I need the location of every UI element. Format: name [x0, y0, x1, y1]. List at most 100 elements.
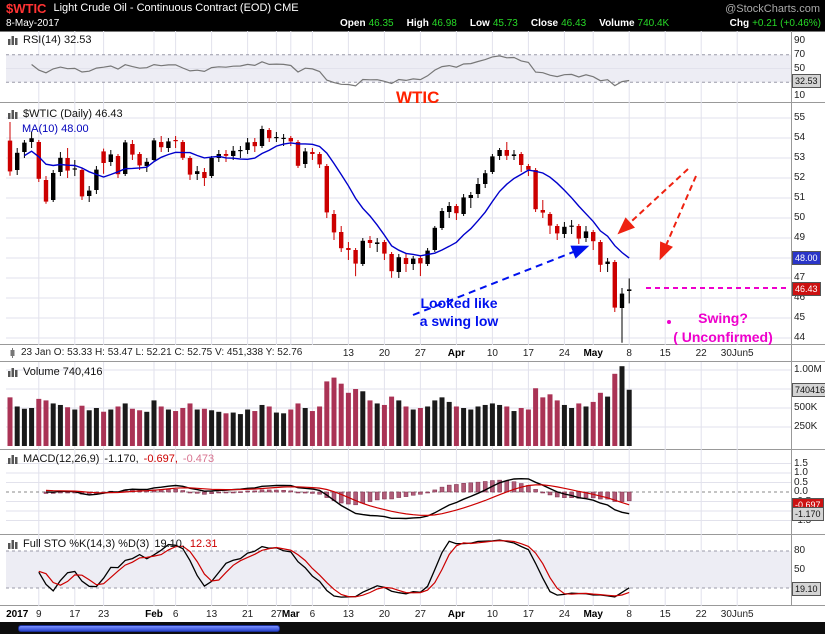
volume-legend: Volume 740,416: [8, 366, 103, 378]
x-axis-label: 13: [342, 609, 354, 620]
x-axis-label: 10: [486, 348, 498, 359]
x-axis-label: 22: [695, 348, 707, 359]
axis-tick: 0.5: [794, 476, 808, 488]
axis-tick: 55: [794, 112, 806, 123]
ohlc-info-bar: 23 Jan O: 53.33 H: 53.47 L: 52.21 C: 52.…: [9, 347, 302, 358]
x-axis-label: 27: [414, 609, 426, 620]
sto-value-d: 12.31: [189, 538, 218, 550]
footer-scrollbar[interactable]: [18, 625, 280, 632]
x-axis-label: 20: [378, 609, 390, 620]
rsi-legend-text: RSI(14) 32.53: [23, 34, 92, 46]
axis-value-box: 32.53: [792, 73, 821, 88]
x-axis-label: 23: [98, 609, 110, 620]
ohlc-info-text: 23 Jan O: 53.33 H: 53.47 L: 52.21 C: 52.…: [21, 347, 303, 358]
chart-title: Light Crude Oil - Continuous Contract (E…: [53, 2, 299, 14]
axis-tick: 250K: [794, 421, 818, 432]
x-axis-label: 22: [695, 609, 707, 620]
panel-chart-icon[interactable]: [8, 109, 18, 119]
price-legend-text: $WTIC (Daily) 46.43: [23, 108, 123, 120]
macd-value-signal: -0.697,: [143, 453, 178, 465]
axis-tick: 44: [794, 332, 806, 343]
axis-value-box: 740416: [792, 382, 825, 397]
quote-volume: Volume 740.4K: [599, 18, 670, 29]
axis-tick: 500K: [794, 402, 818, 413]
x-axis-label: 17: [522, 348, 534, 359]
axis-tick: 54: [794, 132, 806, 143]
x-axis-label: 15: [659, 609, 671, 620]
chart-date: 8-May-2017: [6, 18, 60, 29]
axis-tick: 70: [794, 48, 806, 60]
x-axis-label: 24: [558, 348, 570, 359]
axis-tick: 1.00M: [794, 364, 822, 375]
axis-value-box: 46.43: [792, 282, 821, 297]
ticker-symbol[interactable]: $WTIC: [6, 1, 47, 16]
x-axis-label: 30Jun5: [720, 348, 754, 359]
sto-value-k: 19.10,: [154, 538, 185, 550]
x-axis-label: 6: [309, 609, 316, 620]
price-axis-divider: [791, 31, 792, 606]
price-legend: $WTIC (Daily) 46.43: [8, 108, 123, 120]
axis-tick: 0.0: [794, 486, 808, 497]
quote-open: Open 46.35: [340, 18, 394, 29]
x-axis-label: 30Jun5: [720, 609, 754, 620]
volume-panel: [0, 362, 825, 450]
x-axis-label: May: [583, 609, 603, 620]
axis-tick: 47: [794, 272, 806, 283]
volume-legend-text: Volume 740,416: [23, 366, 103, 378]
x-axis-label: Apr: [447, 609, 466, 620]
axis-tick: 80: [794, 545, 806, 556]
panel-chart-icon[interactable]: [8, 35, 18, 45]
panel-chart-icon[interactable]: [8, 367, 18, 377]
x-axis-label: 27: [414, 348, 426, 359]
swing-question-annotation: Swing? ( Unconfirmed): [650, 309, 796, 347]
rsi-legend: RSI(14) 32.53: [8, 34, 91, 46]
x-axis-label: Feb: [145, 609, 163, 620]
x-axis-label: 24: [558, 609, 570, 620]
axis-tick: 52: [794, 172, 806, 183]
x-axis-label: 13: [206, 609, 218, 620]
axis-tick: 51: [794, 192, 806, 203]
swing-low-annotation: Looked like a swing low: [393, 294, 525, 330]
bottom-axis-strip: [0, 606, 825, 622]
axis-tick: 10: [794, 90, 806, 101]
axis-tick: 50: [794, 563, 806, 575]
quote-low: Low 45.73: [469, 18, 518, 29]
x-axis-label: 9: [36, 609, 42, 620]
x-axis-label: Apr: [447, 348, 466, 359]
panel-chart-icon[interactable]: [8, 539, 18, 549]
swing-low-line2: a swing low: [419, 313, 499, 329]
quote-close: Close 46.43: [530, 18, 587, 29]
chart-header: $WTIC Light Crude Oil - Continuous Contr…: [0, 0, 825, 31]
axis-tick: 1.5: [794, 457, 808, 469]
x-axis-label: 2017: [6, 609, 29, 620]
x-axis-label: 15: [659, 348, 671, 359]
x-axis-label: 6: [172, 609, 179, 620]
axis-tick: 50: [794, 62, 806, 74]
x-axis-label: 8: [626, 609, 632, 620]
x-axis-label: 13: [342, 348, 354, 359]
x-axis-label: 17: [69, 609, 81, 620]
x-axis-label: 10: [486, 609, 498, 620]
quote-row: Open 46.35 High 46.98 Low 45.73 Close 46.43 Volu…: [340, 17, 821, 31]
sto-legend: Full STO %K(14,3) %D(3) 19.10, 12.31: [8, 538, 217, 550]
header-title-row: $WTIC Light Crude Oil - Continuous Contr…: [6, 0, 299, 17]
panel-chart-icon[interactable]: [8, 454, 18, 464]
axis-value-box: 48.00: [792, 251, 821, 265]
axis-tick: 1.0: [794, 467, 808, 478]
swing-question-line2: ( Unconfirmed): [673, 329, 773, 345]
macd-value-line: -1.170,: [104, 453, 139, 465]
x-axis-label: 20: [378, 348, 390, 359]
axis-tick: 50: [794, 212, 806, 223]
axis-value-box: -1.170: [792, 507, 824, 522]
axis-tick: 53: [794, 152, 806, 163]
stockcharts-watermark[interactable]: @StockCharts.com: [725, 3, 820, 15]
axis-tick: 46: [794, 292, 806, 303]
quote-chg: Chg +0.21 (+0.46%): [729, 18, 821, 29]
macd-legend: MACD(12,26,9) -1.170, -0.697, -0.473: [8, 453, 214, 465]
axis-tick: 49: [794, 232, 806, 243]
x-axis-label: 8: [626, 348, 632, 359]
axis-tick: 45: [794, 312, 806, 323]
ma-legend: MA(10) 48.00: [22, 123, 89, 135]
swing-low-line1: Looked like: [420, 295, 498, 311]
